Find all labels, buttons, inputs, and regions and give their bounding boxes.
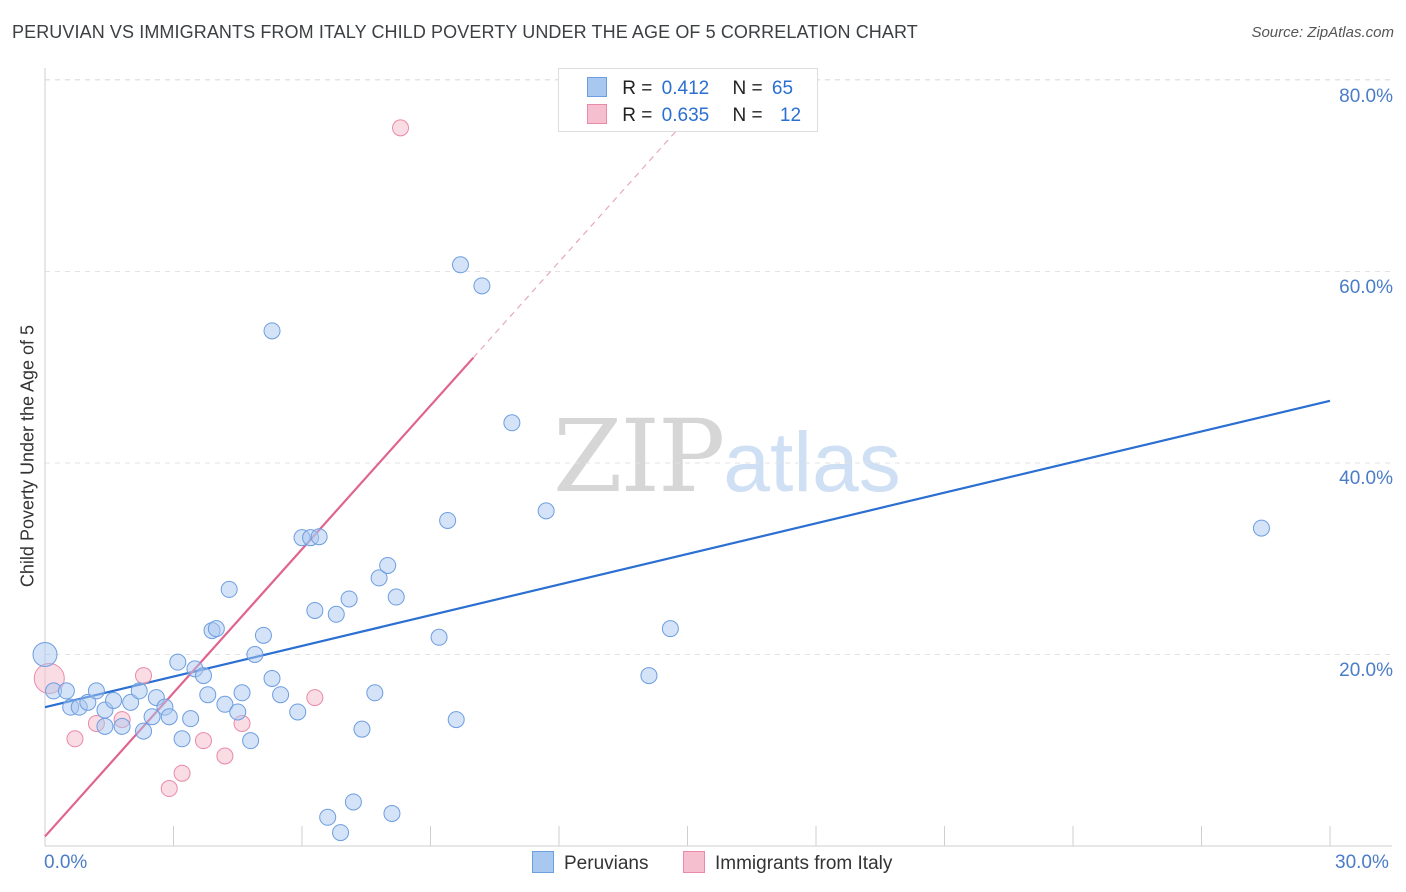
peruvians-point bbox=[105, 691, 123, 709]
peruvians-point bbox=[310, 528, 328, 546]
y-axis-label: Child Poverty Under the Age of 5 bbox=[17, 324, 38, 588]
peruvians-point bbox=[289, 703, 307, 721]
peruvians-point bbox=[383, 804, 401, 822]
peruvians-point bbox=[353, 720, 371, 738]
peruvians-point bbox=[220, 580, 238, 598]
peruvians-point bbox=[366, 684, 384, 702]
peruvians-point bbox=[430, 628, 448, 646]
italy-trend-extension bbox=[472, 93, 710, 359]
axes bbox=[44, 68, 1392, 847]
peruvians-point bbox=[143, 708, 161, 726]
peruvians-point bbox=[135, 722, 153, 740]
peruvians-point bbox=[130, 682, 148, 700]
watermark-zip: ZIP bbox=[553, 398, 725, 515]
peruvians-point bbox=[246, 646, 264, 663]
peruvians-point bbox=[229, 703, 247, 721]
peruvians-point bbox=[319, 808, 337, 826]
peruvians-point bbox=[332, 824, 350, 842]
legend-swatch-pink bbox=[587, 104, 607, 124]
legend-swatch-blue bbox=[532, 851, 554, 873]
peruvians-point bbox=[1252, 519, 1270, 537]
y-tick-label-60: 60.0% bbox=[1339, 277, 1393, 298]
source-label: Source: ZipAtlas.com bbox=[1251, 24, 1394, 41]
legend-n-value: 12 bbox=[779, 105, 802, 126]
peruvians-point bbox=[233, 684, 251, 702]
grid-lines bbox=[45, 79, 1392, 655]
legend-label-italy: Immigrants from Italy bbox=[715, 853, 893, 874]
italy-point bbox=[216, 747, 234, 765]
peruvians-point bbox=[379, 556, 397, 574]
peruvians-point bbox=[173, 730, 191, 748]
peruvians-point bbox=[447, 711, 465, 729]
peruvians-point bbox=[272, 686, 290, 704]
legend-italy: Immigrants from Italy bbox=[683, 851, 892, 875]
watermark-atlas: atlas bbox=[723, 415, 901, 509]
peruvians-point bbox=[216, 695, 234, 713]
legend-r-value: 0.412 bbox=[661, 78, 710, 99]
peruvians-point bbox=[160, 708, 178, 726]
data-points bbox=[32, 119, 1270, 842]
chart-title: PERUVIAN VS IMMIGRANTS FROM ITALY CHILD … bbox=[12, 22, 918, 42]
peruvians-point bbox=[344, 793, 362, 811]
italy-point bbox=[66, 730, 84, 748]
italy-point bbox=[173, 764, 191, 782]
peruvians-point bbox=[254, 626, 272, 644]
legend-row-peruvians: R = 0.412 N = 65 bbox=[587, 77, 793, 101]
watermark: ZIPatlas bbox=[553, 398, 901, 515]
peruvians-point bbox=[122, 693, 140, 711]
legend-n-value: 65 bbox=[771, 78, 794, 99]
legend-n-label: N = bbox=[732, 105, 763, 126]
italy-point bbox=[306, 689, 324, 707]
peruvians-point bbox=[263, 322, 281, 340]
peruvians-point bbox=[194, 667, 212, 685]
peruvians-point bbox=[439, 511, 457, 529]
peruvians-point bbox=[370, 569, 388, 587]
legend-swatch-blue bbox=[587, 77, 607, 97]
peruvians-point bbox=[79, 693, 97, 711]
legend-row-italy: R = 0.635 N = 12 bbox=[587, 104, 801, 128]
peruvians-point bbox=[263, 669, 281, 687]
peruvians-point bbox=[473, 277, 491, 295]
peruvians-point bbox=[661, 620, 679, 638]
italy-trend-line bbox=[44, 356, 475, 838]
x-tick-label-min: 0.0% bbox=[44, 852, 88, 873]
peruvians-point bbox=[113, 717, 131, 735]
legend-peruvians: Peruvians bbox=[532, 851, 649, 875]
peruvians-point bbox=[327, 605, 345, 623]
y-tick-label-40: 40.0% bbox=[1339, 468, 1393, 489]
peruvians-point bbox=[640, 667, 658, 685]
legend-r-label: R = bbox=[622, 78, 653, 99]
peruvians-point bbox=[503, 414, 521, 432]
peruvians-point bbox=[32, 642, 58, 667]
legend-r-label: R = bbox=[622, 105, 653, 126]
peruvians-point bbox=[57, 682, 75, 700]
legend-swatch-pink bbox=[683, 851, 705, 873]
peruvians-point bbox=[537, 502, 555, 520]
peruvians-point bbox=[207, 620, 225, 638]
peruvians-point bbox=[451, 256, 469, 274]
peruvians-trend-line bbox=[44, 399, 1331, 709]
italy-point bbox=[135, 667, 153, 685]
legend-n-label: N = bbox=[732, 78, 763, 99]
peruvians-point bbox=[96, 717, 114, 735]
italy-point bbox=[392, 119, 410, 137]
peruvians-point bbox=[387, 588, 405, 606]
y-tick-label-20: 20.0% bbox=[1339, 660, 1393, 681]
peruvians-point bbox=[199, 686, 217, 704]
peruvians-point bbox=[306, 601, 324, 619]
legend-label-peruvians: Peruvians bbox=[564, 853, 649, 874]
x-tick-label-max: 30.0% bbox=[1335, 852, 1389, 873]
peruvians-point bbox=[242, 732, 260, 750]
italy-point bbox=[160, 780, 178, 798]
peruvians-point bbox=[87, 682, 105, 700]
legend-r-value: 0.635 bbox=[661, 105, 710, 126]
correlation-legend: R = 0.412 N = 65 R = 0.635 N = 12 bbox=[558, 68, 818, 132]
peruvians-point bbox=[182, 710, 200, 728]
y-tick-label-80: 80.0% bbox=[1339, 86, 1393, 107]
italy-point bbox=[194, 732, 212, 750]
peruvians-point bbox=[169, 653, 187, 671]
peruvians-point bbox=[340, 590, 358, 608]
